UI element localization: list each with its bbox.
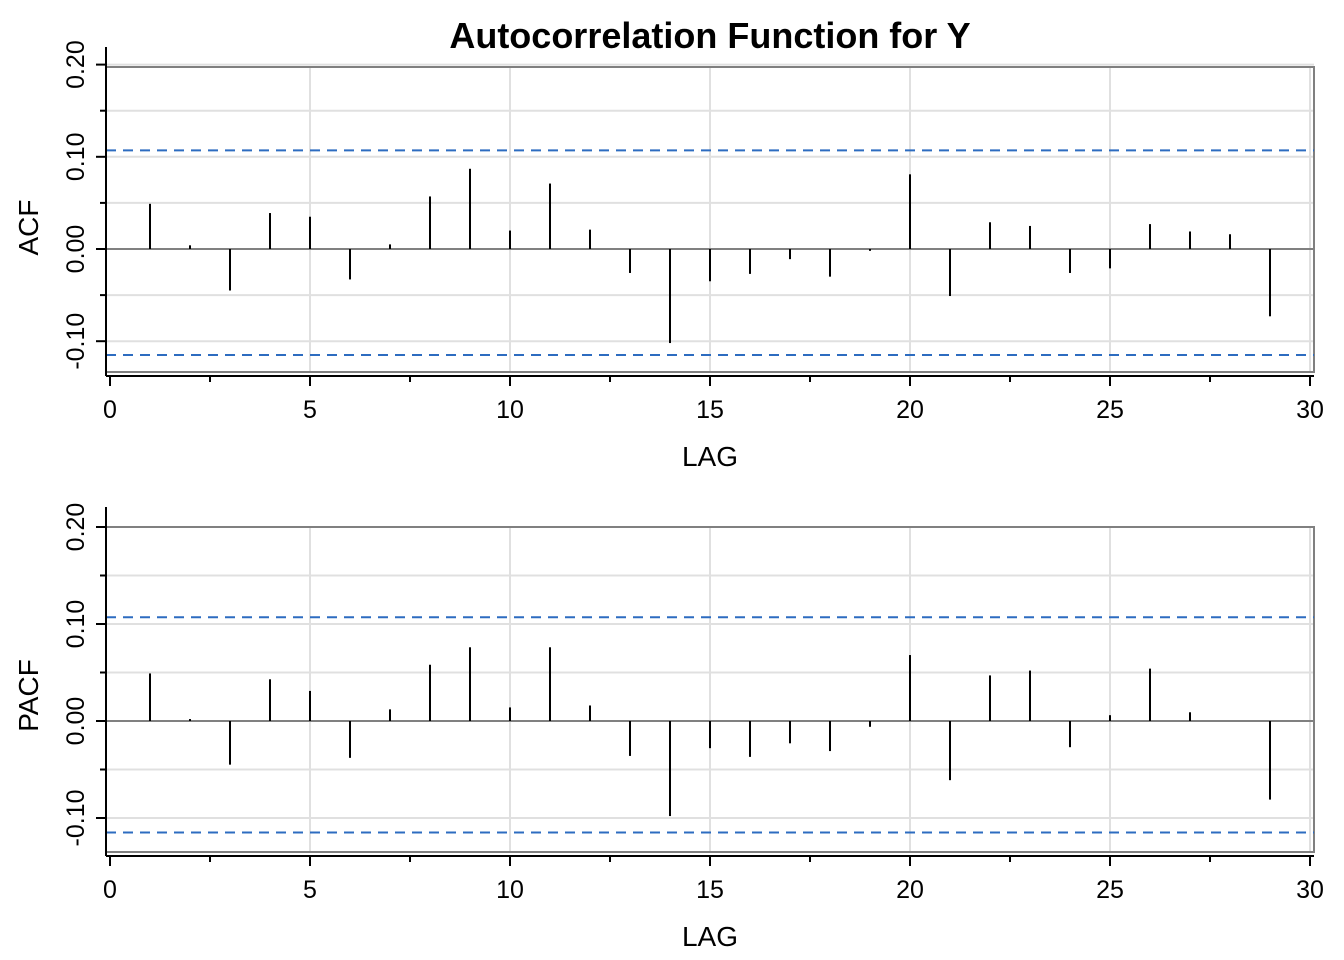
pacf-x-tick-label: 20 [896,876,924,904]
pacf-y-tick-label: 0.10 [62,600,90,649]
acf-x-tick-label: 10 [496,396,524,424]
pacf-x-tick-label: 0 [103,876,117,904]
pacf-y-tick-label: -0.10 [62,790,90,847]
pacf-panel: -0.10 0.00 0.10 0.20 0 5 10 15 20 25 30 LAG PACF [13,503,1324,952]
acf-y-tick-label: 0.20 [62,40,90,89]
acf-y-axis-title: ACF [13,200,44,256]
acf-y-tick-label: -0.10 [62,313,90,370]
chart-title: Autocorrelation Function for Y [449,15,970,56]
acf-x-tick-label: 30 [1296,396,1324,424]
acf-x-axis-title: LAG [682,441,738,472]
acf-panel: -0.10 0.00 0.10 0.20 0 5 10 15 20 25 30 LAG ACF [13,40,1324,472]
pacf-x-tick-label: 30 [1296,876,1324,904]
acf-y-tick-label: 0.00 [62,225,90,274]
acf-y-tick-label: 0.10 [62,132,90,181]
pacf-x-tick-label: 10 [496,876,524,904]
pacf-y-axis-title: PACF [13,659,44,732]
pacf-x-tick-label: 5 [303,876,317,904]
acf-x-tick-label: 5 [303,396,317,424]
pacf-y-tick-label: 0.00 [62,697,90,746]
acf-x-tick-label: 0 [103,396,117,424]
acf-x-tick-label: 15 [696,396,724,424]
pacf-x-tick-label: 15 [696,876,724,904]
pacf-y-tick-label: 0.20 [62,503,90,552]
acf-x-tick-label: 20 [896,396,924,424]
acf-x-tick-label: 25 [1096,396,1124,424]
pacf-x-tick-label: 25 [1096,876,1124,904]
pacf-x-axis-title: LAG [682,921,738,952]
